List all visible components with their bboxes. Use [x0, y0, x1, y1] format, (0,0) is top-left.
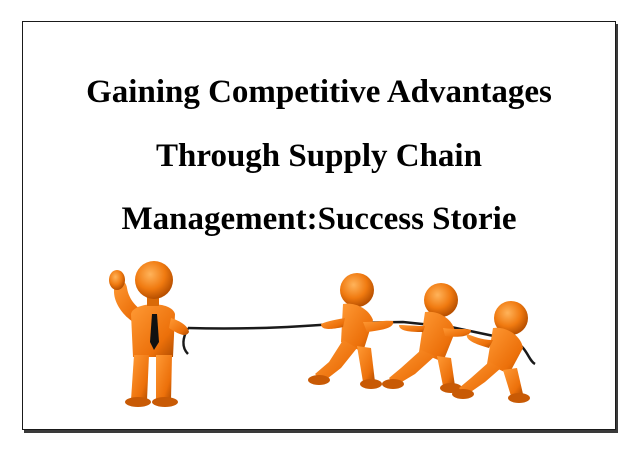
puller-figure-2: [382, 283, 471, 393]
puller-figure-1: [308, 273, 393, 389]
slide-frame: Gaining Competitive Advantages Through S…: [22, 21, 616, 430]
tug-of-war-icon: [23, 22, 615, 429]
puller-figure-3: [452, 301, 530, 403]
leader-figure: [109, 261, 189, 407]
